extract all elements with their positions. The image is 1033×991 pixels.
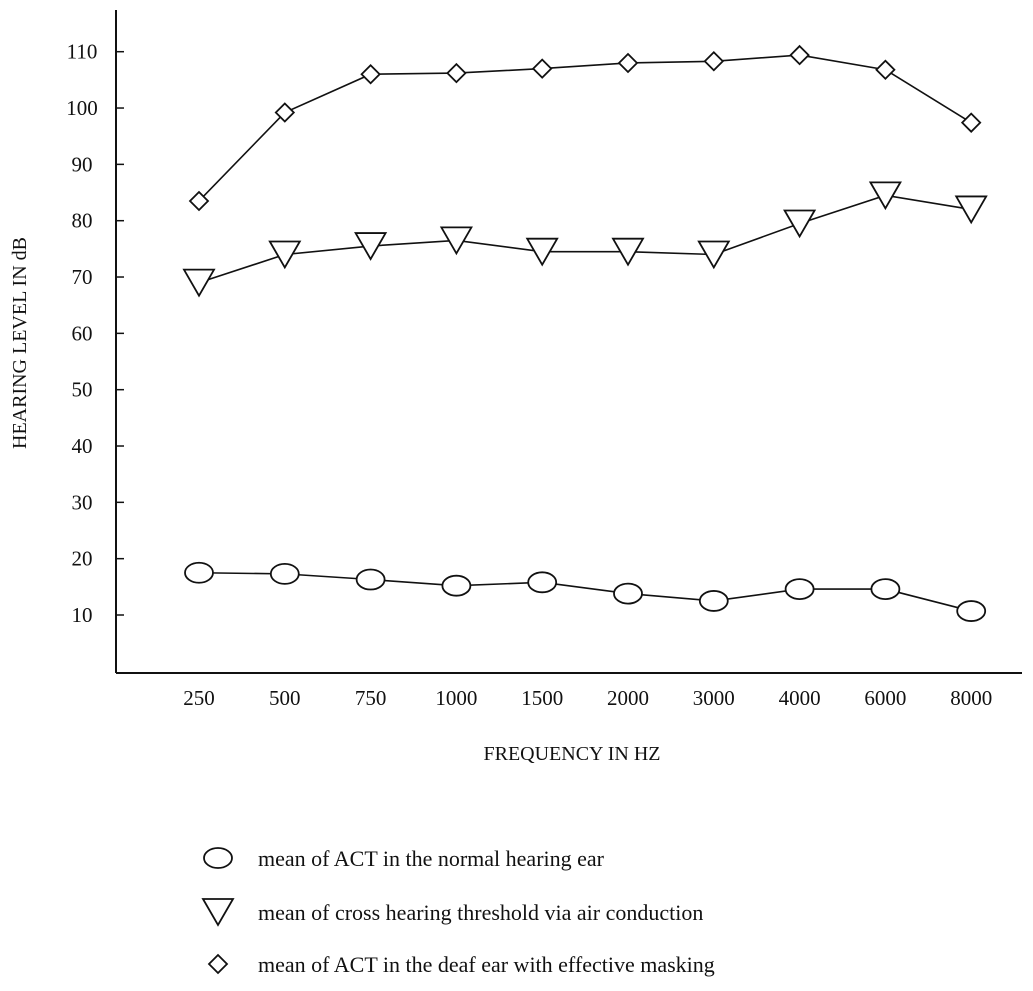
data-point-diamond (188, 190, 210, 212)
y-tick-label: 90 (72, 152, 93, 176)
y-axis-title: HEARING LEVEL IN dB (9, 237, 31, 449)
axes (115, 10, 1022, 674)
y-tick-label: 10 (72, 603, 93, 627)
x-tick-label: 4000 (779, 686, 821, 710)
data-point-circle (441, 574, 472, 597)
x-tick-label: 6000 (864, 686, 906, 710)
legend-marker-triangle-down (201, 898, 235, 927)
y-tick-label: 50 (72, 378, 93, 402)
legend: mean of ACT in the normal hearing ear mea… (201, 846, 715, 977)
y-tick-label: 40 (72, 434, 93, 458)
data-point-circle (269, 562, 300, 585)
x-tick-label: 8000 (950, 686, 992, 710)
data-point-diamond (531, 58, 553, 79)
legend-item: mean of ACT in the normal hearing ear (203, 846, 605, 871)
data-point-circle (956, 600, 987, 622)
x-axis-ticks: 250 500 750 1000 1500 2000 3000 4000 6000 8000 (183, 686, 992, 710)
series-diamond (188, 44, 982, 212)
series-line-triangle-down (198, 194, 972, 284)
legend-item: mean of cross hearing threshold via air … (201, 898, 703, 927)
data-point-diamond (960, 112, 982, 133)
data-point-circle (784, 578, 815, 600)
y-tick-label: 110 (67, 40, 98, 64)
x-tick-label: 750 (355, 686, 387, 710)
series-line-circle (198, 571, 972, 612)
y-tick-label: 30 (72, 490, 93, 514)
data-point-circle (613, 582, 643, 605)
data-point-triangle-down (525, 237, 559, 267)
x-tick-label: 250 (183, 686, 215, 710)
data-point-circle (184, 561, 214, 584)
data-point-circle (698, 590, 729, 612)
y-tick-label: 100 (66, 96, 98, 120)
x-axis-title: FREQUENCY IN HZ (483, 743, 660, 765)
series-layer (182, 44, 988, 622)
data-point-triangle-down (868, 181, 902, 211)
data-point-diamond (789, 44, 810, 66)
data-point-diamond (360, 63, 381, 85)
data-point-diamond (875, 59, 896, 80)
data-point-triangle-down (439, 226, 473, 256)
legend-item: mean of ACT in the deaf ear with effecti… (207, 952, 715, 977)
series-circle (184, 561, 987, 622)
data-point-triangle-down (354, 232, 388, 261)
x-tick-label: 3000 (693, 686, 735, 710)
data-point-triangle-down (697, 240, 731, 270)
x-tick-label: 2000 (607, 686, 649, 710)
y-axis-ticks: 10 20 30 40 50 60 70 80 90 100 110 (66, 40, 124, 627)
y-tick-label: 60 (72, 321, 93, 345)
legend-marker-circle (203, 847, 233, 869)
x-tick-label: 1000 (435, 686, 477, 710)
data-point-triangle-down (182, 268, 216, 298)
x-tick-label: 500 (269, 686, 301, 710)
data-point-triangle-down (611, 237, 645, 267)
legend-label: mean of cross hearing threshold via air … (258, 900, 703, 925)
x-tick-label: 1500 (521, 686, 563, 710)
legend-marker-diamond (207, 953, 229, 975)
data-point-circle (527, 571, 558, 594)
data-point-triangle-down (783, 209, 817, 239)
data-point-diamond (703, 51, 725, 72)
data-point-triangle-down (954, 195, 988, 225)
legend-label: mean of ACT in the deaf ear with effecti… (258, 952, 715, 977)
legend-label: mean of ACT in the normal hearing ear (258, 846, 605, 871)
series-line-diamond (198, 54, 972, 202)
data-point-diamond (446, 62, 467, 84)
y-tick-label: 20 (72, 547, 93, 571)
data-point-triangle-down (268, 240, 302, 270)
data-point-circle (870, 578, 901, 600)
data-point-diamond (274, 102, 296, 123)
data-point-circle (355, 568, 386, 591)
data-point-diamond (617, 52, 639, 74)
series-triangle-down (182, 181, 988, 298)
y-tick-label: 80 (72, 209, 93, 233)
y-tick-label: 70 (72, 265, 93, 289)
